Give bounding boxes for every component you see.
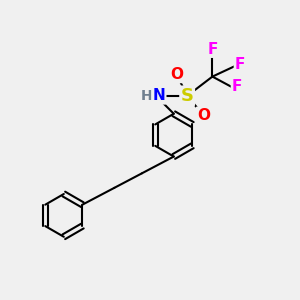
Text: N: N <box>152 88 165 104</box>
Text: O: O <box>170 67 183 82</box>
Text: H: H <box>140 89 152 103</box>
Text: F: F <box>235 57 245 72</box>
Text: S: S <box>181 87 194 105</box>
Text: F: F <box>207 42 218 57</box>
Text: F: F <box>232 80 242 94</box>
Text: O: O <box>197 108 210 123</box>
